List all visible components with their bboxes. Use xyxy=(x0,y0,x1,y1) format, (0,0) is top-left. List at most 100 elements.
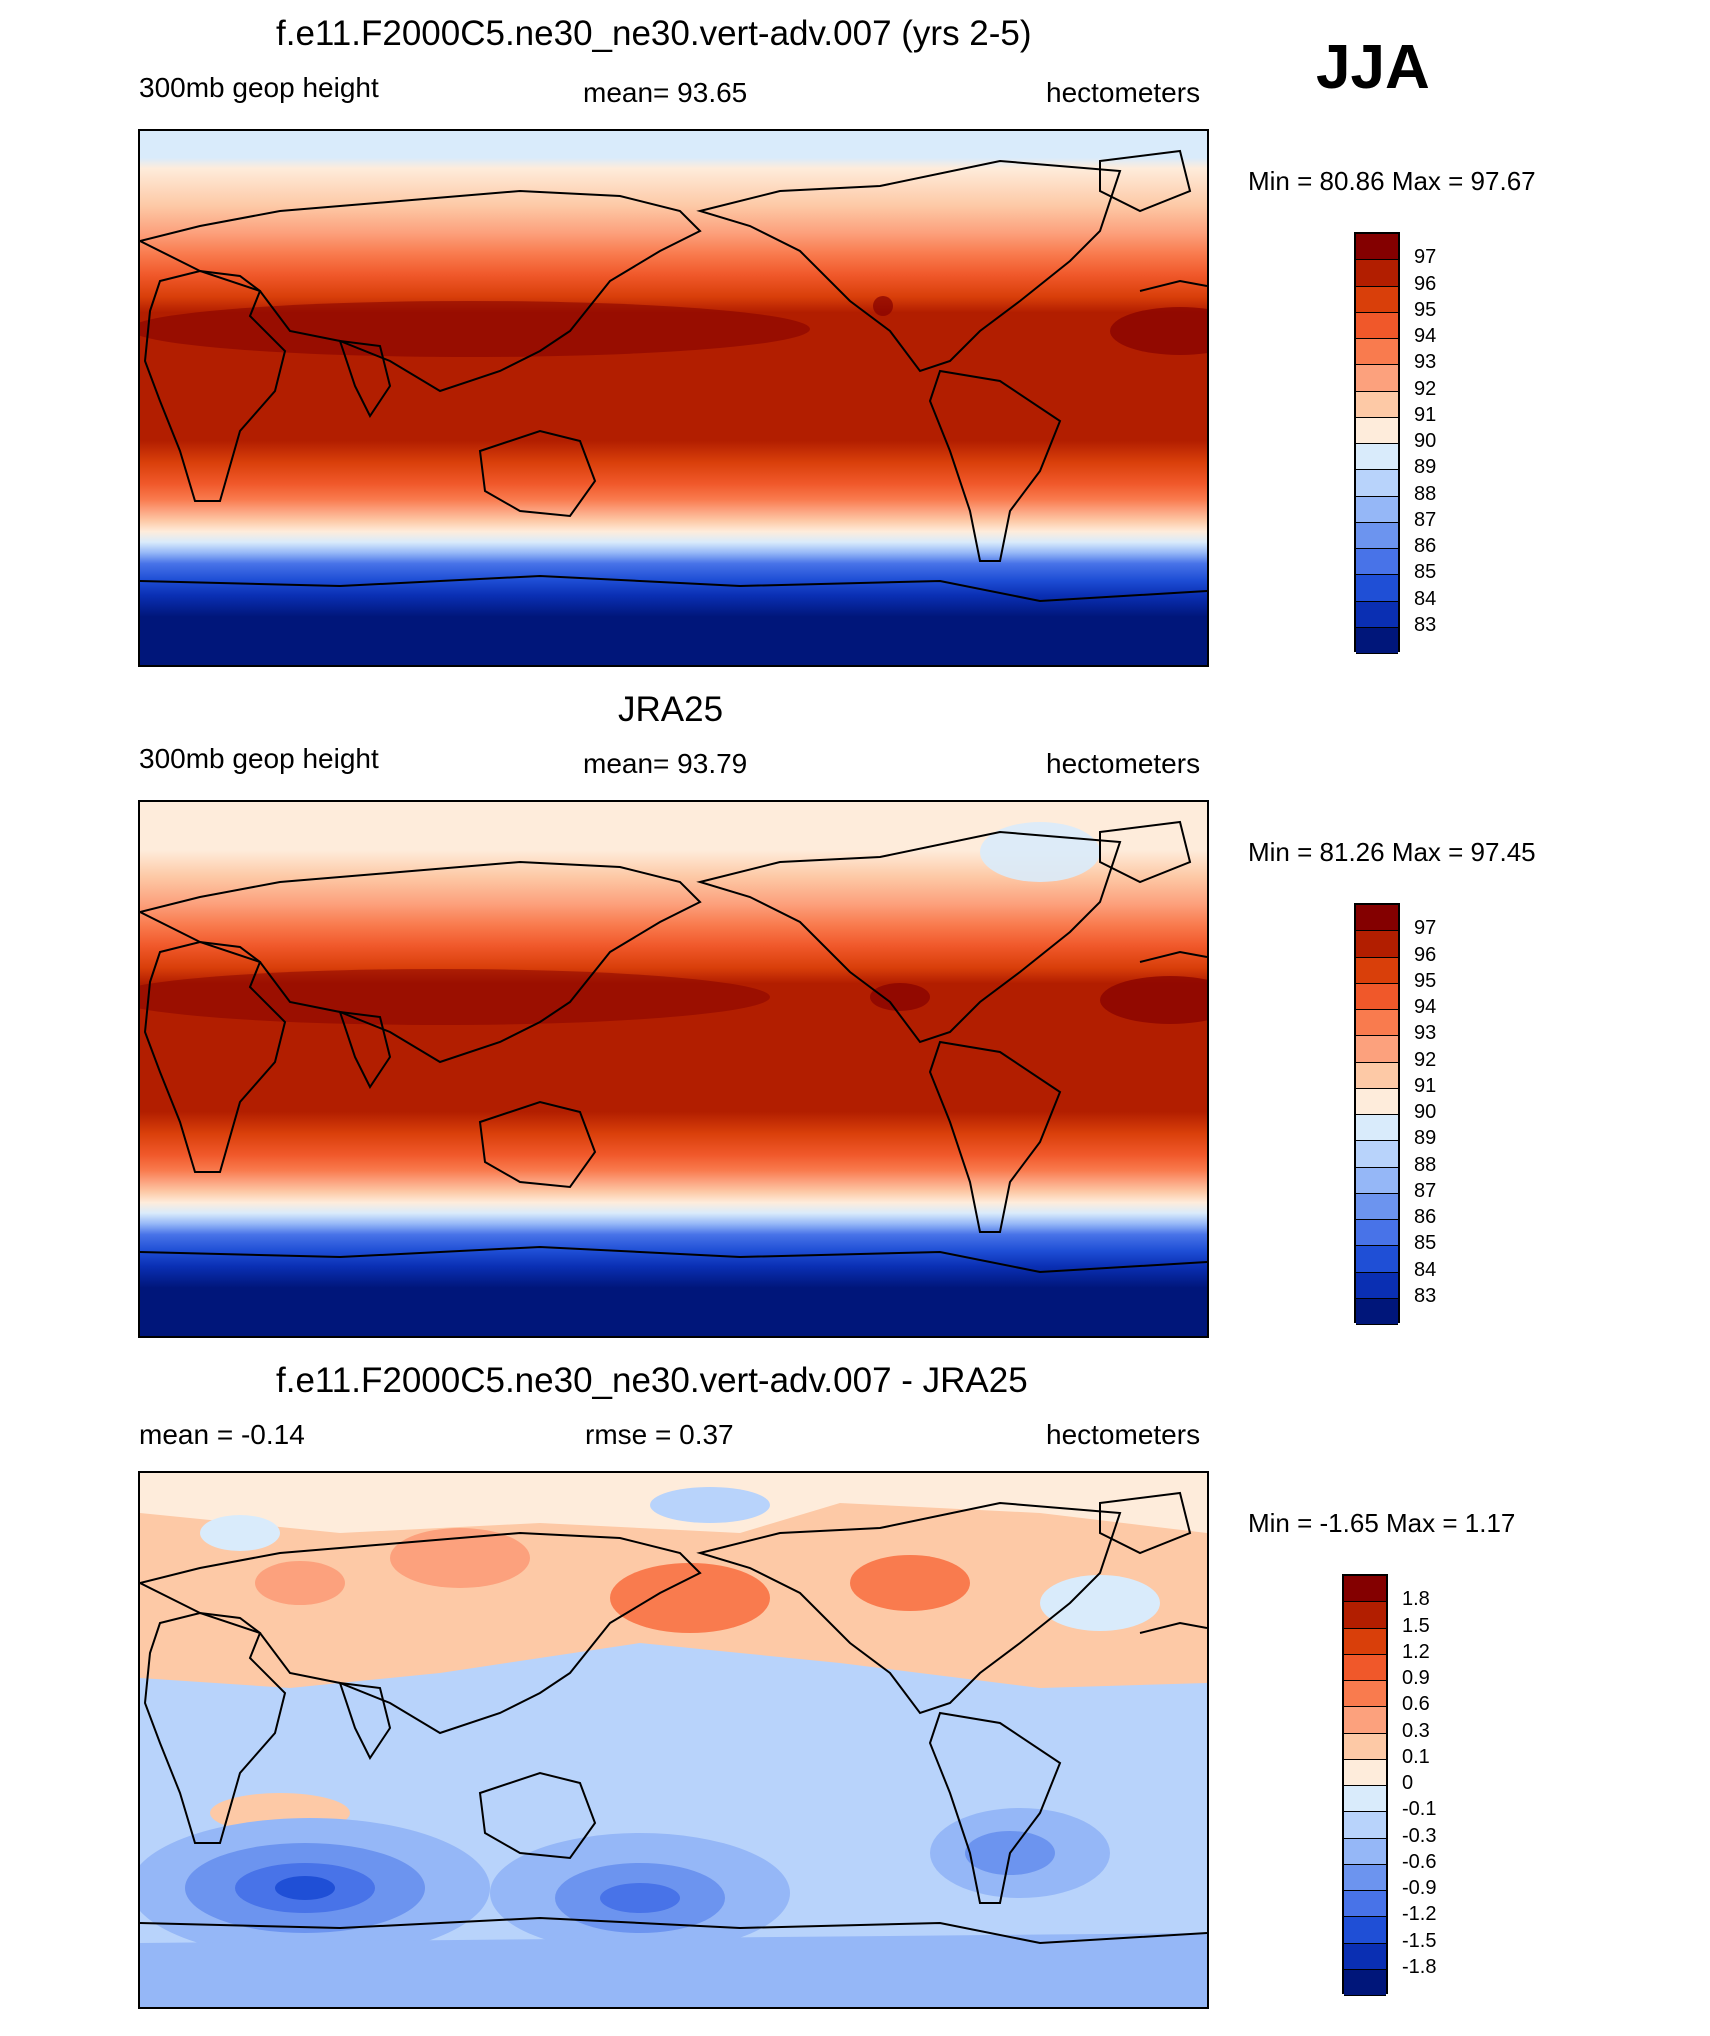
colorbar-label: 83 xyxy=(1414,1284,1437,1307)
panel3-anom-min-io xyxy=(275,1876,335,1900)
panel1-map-svg xyxy=(140,131,1207,665)
panel2-mean: mean= 93.79 xyxy=(583,748,748,779)
colorbar-segment xyxy=(1344,1969,1386,1996)
colorbar-label: -0.6 xyxy=(1402,1850,1437,1873)
colorbar-segment xyxy=(1356,983,1398,1010)
colorbar-label: 0.6 xyxy=(1402,1693,1430,1716)
colorbar-segment xyxy=(1344,1628,1386,1655)
colorbar-label: 89 xyxy=(1414,456,1437,479)
panel2-coastlines xyxy=(140,820,1207,1274)
panel2-map-svg xyxy=(140,802,1207,1336)
colorbar-label: 87 xyxy=(1414,508,1437,531)
colorbar-label: 86 xyxy=(1414,1206,1437,1228)
panel3-title: f.e11.F2000C5.ne30_ne30.vert-adv.007 - J… xyxy=(276,1361,1028,1400)
colorbar-label: 91 xyxy=(1414,1074,1437,1097)
panel1-colorbar xyxy=(1354,232,1400,654)
colorbar-segment xyxy=(1356,339,1398,366)
colorbar-segment xyxy=(1356,1298,1398,1325)
colorbar-label: 89 xyxy=(1414,1127,1437,1150)
colorbar-label: 1.5 xyxy=(1402,1614,1430,1637)
colorbar-label: 1.8 xyxy=(1402,1588,1430,1611)
colorbar-segment xyxy=(1344,1733,1386,1760)
season-label: JJA xyxy=(1316,33,1430,102)
panel3-anom-pos-eu xyxy=(255,1561,345,1605)
colorbar-segment xyxy=(1344,1707,1386,1734)
colorbar-label: 90 xyxy=(1414,1101,1437,1123)
colorbar-label: 88 xyxy=(1414,1153,1437,1176)
colorbar-label: 1.2 xyxy=(1402,1640,1430,1663)
colorbar-label: 84 xyxy=(1414,587,1437,610)
panel2-max-mexico xyxy=(870,983,930,1011)
colorbar-segment xyxy=(1356,444,1398,471)
colorbar-label: 85 xyxy=(1414,561,1437,584)
colorbar-label: 92 xyxy=(1414,377,1437,400)
panel1-map xyxy=(138,129,1209,667)
colorbar-segment xyxy=(1344,1654,1386,1681)
colorbar-segment xyxy=(1344,1786,1386,1813)
colorbar-label: 88 xyxy=(1414,482,1437,505)
colorbar-label: 95 xyxy=(1414,969,1437,992)
colorbar-label: -1.5 xyxy=(1402,1929,1437,1952)
panel2-max-atlantic xyxy=(1100,976,1207,1024)
panel3-map-svg xyxy=(140,1473,1207,2007)
colorbar-segment xyxy=(1356,1141,1398,1168)
colorbar-segment xyxy=(1344,1864,1386,1891)
colorbar-segment xyxy=(1356,365,1398,392)
panel3-mean: mean = -0.14 xyxy=(139,1419,305,1450)
panel3-colorbar xyxy=(1342,1574,1388,1996)
colorbar-label: 87 xyxy=(1414,1179,1437,1202)
colorbar-label: 0.1 xyxy=(1402,1745,1430,1768)
colorbar-segment xyxy=(1356,601,1398,628)
colorbar-segment xyxy=(1356,470,1398,497)
panel2-max-band xyxy=(140,969,770,1025)
colorbar-segment xyxy=(1356,312,1398,339)
panel2-map xyxy=(138,800,1209,1338)
colorbar-label: -0.9 xyxy=(1402,1877,1437,1899)
colorbar-label: 95 xyxy=(1414,298,1437,321)
colorbar-label: 94 xyxy=(1414,325,1437,347)
colorbar-segment xyxy=(1356,1036,1398,1063)
colorbar-segment xyxy=(1356,627,1398,654)
colorbar-segment xyxy=(1344,1943,1386,1970)
panel1-units: hectometers xyxy=(1046,77,1201,108)
colorbar-segment xyxy=(1344,1812,1386,1839)
colorbar-label: 0.3 xyxy=(1402,1719,1430,1742)
panel2-minmax: Min = 81.26 Max = 97.45 xyxy=(1248,837,1536,867)
colorbar-label: 0 xyxy=(1402,1772,1414,1794)
colorbar-segment xyxy=(1356,1220,1398,1247)
panel1-max-band xyxy=(140,301,810,357)
colorbar-segment xyxy=(1356,234,1398,261)
panel2-variable: 300mb geop height xyxy=(139,743,379,774)
colorbar-label: 84 xyxy=(1414,1258,1437,1281)
panel3-anom-neg-atl xyxy=(200,1515,280,1551)
colorbar-segment xyxy=(1356,1010,1398,1037)
panel3-coastlines xyxy=(140,1491,1207,1945)
panel1-minmax: Min = 80.86 Max = 97.67 xyxy=(1248,166,1536,196)
colorbar-label: 91 xyxy=(1414,403,1437,426)
colorbar-segment xyxy=(1356,417,1398,444)
colorbar-label: 93 xyxy=(1414,351,1437,374)
panel1-variable: 300mb geop height xyxy=(139,72,379,103)
colorbar-segment xyxy=(1356,522,1398,549)
colorbar-segment xyxy=(1356,1167,1398,1194)
colorbar-segment xyxy=(1344,1681,1386,1708)
colorbar-segment xyxy=(1344,1917,1386,1944)
colorbar-label: 86 xyxy=(1414,535,1437,557)
colorbar-segment xyxy=(1344,1891,1386,1918)
colorbar-segment xyxy=(1344,1602,1386,1629)
colorbar-segment xyxy=(1356,931,1398,958)
colorbar-segment xyxy=(1356,1246,1398,1273)
panel2-title: JRA25 xyxy=(618,690,724,729)
colorbar-segment xyxy=(1356,496,1398,523)
colorbar-label: -0.1 xyxy=(1402,1798,1437,1821)
panel1-title: f.e11.F2000C5.ne30_ne30.vert-adv.007 (yr… xyxy=(276,14,1032,53)
colorbar-label: 93 xyxy=(1414,1022,1437,1045)
colorbar-label: -0.3 xyxy=(1402,1824,1437,1847)
colorbar-segment xyxy=(1356,575,1398,602)
panel2-units: hectometers xyxy=(1046,748,1201,779)
colorbar-segment xyxy=(1356,286,1398,313)
colorbar-label: 94 xyxy=(1414,996,1437,1018)
panel3-anom-neg-arctic xyxy=(650,1487,770,1523)
colorbar-segment xyxy=(1344,1838,1386,1865)
colorbar-label: -1.2 xyxy=(1402,1903,1437,1926)
